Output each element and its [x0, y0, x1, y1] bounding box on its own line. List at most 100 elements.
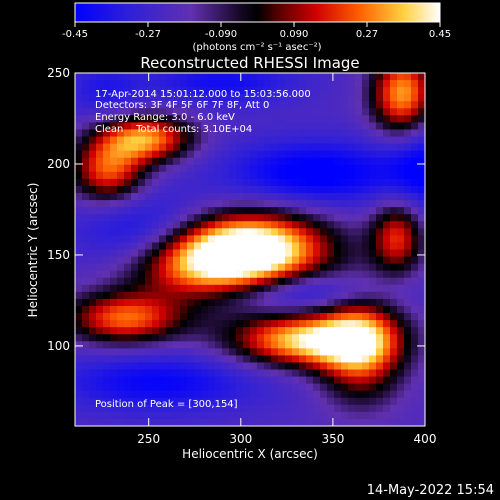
- heatmap-cell: [173, 327, 181, 335]
- heatmap-cell: [390, 214, 398, 222]
- heatmap-cell: [383, 362, 391, 370]
- heatmap-cell: [159, 80, 167, 88]
- heatmap-cell: [145, 256, 153, 265]
- heatmap-cell: [152, 277, 160, 286]
- heatmap-cell: [229, 291, 237, 300]
- heatmap-cell: [103, 178, 111, 187]
- heatmap-cell: [404, 397, 412, 406]
- heatmap-cell: [341, 178, 349, 187]
- heatmap-cell: [271, 270, 279, 279]
- heatmap-cell: [292, 249, 300, 257]
- heatmap-cell: [271, 87, 279, 95]
- heatmap-cell: [215, 157, 223, 166]
- heatmap-cell: [173, 270, 181, 279]
- heatmap-cell: [418, 397, 426, 406]
- heatmap-cell: [264, 115, 272, 123]
- heatmap-cell: [138, 411, 146, 420]
- heatmap-cell: [299, 320, 307, 328]
- heatmap-cell: [376, 115, 384, 123]
- heatmap-cell: [271, 263, 279, 272]
- heatmap-cell: [348, 80, 356, 88]
- heatmap-cell: [369, 178, 377, 187]
- heatmap-cell: [257, 193, 265, 201]
- heatmap-cell: [411, 214, 419, 222]
- heatmap-cell: [299, 207, 307, 215]
- heatmap-cell: [194, 256, 202, 265]
- heatmap-cell: [229, 164, 237, 173]
- heatmap-cell: [278, 122, 286, 130]
- heatmap-cell: [313, 143, 321, 152]
- heatmap-cell: [103, 185, 111, 194]
- heatmap-cell: [320, 313, 328, 321]
- heatmap-cell: [411, 376, 419, 385]
- heatmap-cell: [320, 376, 328, 385]
- heatmap-cell: [411, 249, 419, 257]
- heatmap-cell: [138, 298, 146, 307]
- heatmap-cell: [257, 73, 265, 81]
- heatmap-cell: [208, 411, 216, 420]
- heatmap-cell: [110, 362, 118, 370]
- heatmap-cell: [159, 136, 167, 144]
- heatmap-cell: [103, 115, 111, 123]
- heatmap-cell: [362, 80, 370, 88]
- heatmap-cell: [89, 263, 97, 272]
- heatmap-cell: [418, 136, 426, 144]
- heatmap-cell: [75, 193, 83, 201]
- heatmap-cell: [362, 101, 370, 109]
- heatmap-cell: [215, 313, 223, 321]
- heatmap-cell: [138, 305, 146, 314]
- heatmap-cell: [89, 108, 97, 116]
- heatmap-cell: [264, 249, 272, 257]
- heatmap-cell: [117, 129, 125, 137]
- heatmap-cell: [103, 369, 111, 377]
- heatmap-cell: [208, 115, 216, 123]
- heatmap-cell: [397, 404, 405, 413]
- heatmap-cell: [320, 235, 328, 243]
- heatmap-cell: [159, 193, 167, 201]
- heatmap-cell: [278, 221, 286, 229]
- heatmap-cell: [138, 327, 146, 335]
- heatmap-cell: [355, 242, 363, 250]
- heatmap-cell: [215, 411, 223, 420]
- heatmap-cell: [257, 87, 265, 95]
- heatmap-cell: [229, 270, 237, 279]
- heatmap-cell: [355, 185, 363, 194]
- heatmap-cell: [285, 390, 293, 399]
- heatmap-cell: [313, 171, 321, 180]
- colorbar-tick-label: -0.27: [135, 29, 161, 40]
- heatmap-cell: [173, 263, 181, 272]
- heatmap-cell: [103, 376, 111, 385]
- heatmap-cell: [369, 115, 377, 123]
- colorbar-ticks: -0.45 -0.27 -0.090 0.090 0.27 0.45: [62, 22, 451, 40]
- heatmap-cell: [124, 115, 132, 123]
- heatmap-cell: [208, 101, 216, 109]
- heatmap-cell: [341, 355, 349, 363]
- heatmap-cell: [117, 143, 125, 152]
- heatmap-cell: [166, 320, 174, 328]
- heatmap-cell: [117, 193, 125, 201]
- heatmap-cell: [243, 115, 251, 123]
- heatmap-cell: [75, 418, 83, 427]
- heatmap-cell: [271, 228, 279, 236]
- heatmap-cell: [306, 334, 314, 342]
- heatmap-cell: [299, 221, 307, 229]
- heatmap-cell: [96, 228, 104, 236]
- heatmap-cell: [250, 193, 258, 201]
- heatmap-cell: [397, 228, 405, 236]
- heatmap-cell: [103, 207, 111, 215]
- heatmap-cell: [145, 221, 153, 229]
- heatmap-cell: [250, 277, 258, 286]
- heatmap-cell: [180, 341, 188, 349]
- heatmap-cell: [278, 397, 286, 406]
- heatmap-cell: [208, 284, 216, 293]
- heatmap-cell: [418, 157, 426, 166]
- heatmap-cell: [215, 348, 223, 356]
- heatmap-cell: [376, 228, 384, 236]
- heatmap-cell: [418, 143, 426, 152]
- heatmap-cell: [250, 228, 258, 236]
- heatmap-cell: [334, 397, 342, 406]
- heatmap-cell: [243, 185, 251, 194]
- heatmap-cell: [82, 94, 90, 102]
- heatmap-cell: [110, 411, 118, 420]
- heatmap-cell: [320, 228, 328, 236]
